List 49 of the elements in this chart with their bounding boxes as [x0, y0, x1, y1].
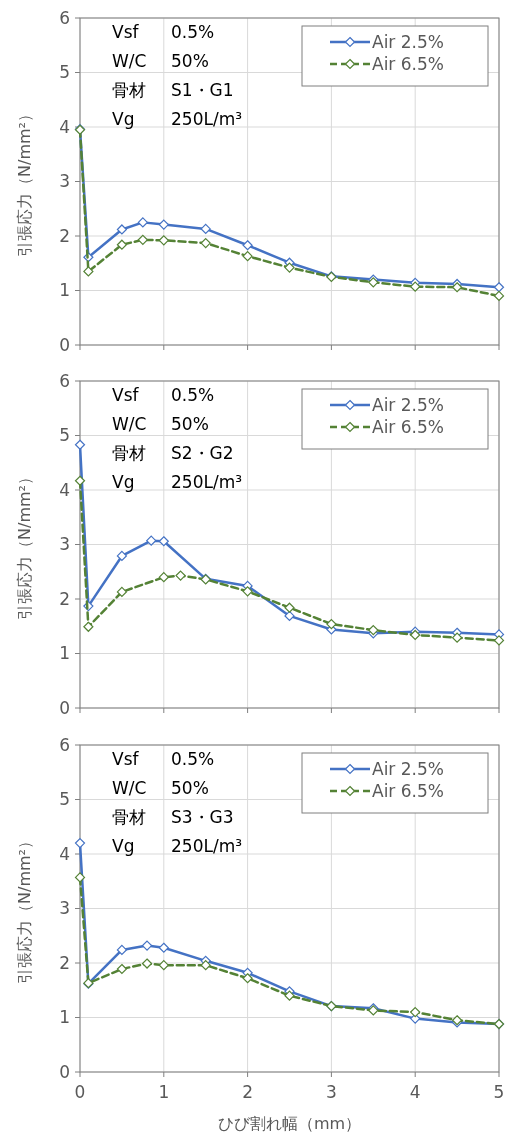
x-tick-label: 4 — [409, 1082, 421, 1102]
y-tick-label: 3 — [59, 171, 70, 192]
y-tick-label: 5 — [59, 62, 70, 83]
x-tick-label: 1 — [158, 1082, 170, 1102]
x-tick-label: 5 — [493, 1082, 505, 1102]
y-tick-label: 1 — [59, 1007, 70, 1028]
y-tick-label: 6 — [59, 734, 70, 755]
y-axis-title: 引張応力（N/mm²） — [15, 833, 34, 984]
y-tick-label: 4 — [59, 843, 70, 864]
text: Vsf 0.5% — [112, 749, 215, 769]
y-tick-label: 3 — [59, 534, 70, 555]
text: Vsf 0.5% — [112, 385, 215, 405]
legend-label: Air 6.5% — [372, 780, 444, 801]
y-tick-label: 2 — [59, 225, 70, 246]
legend-label: Air 2.5% — [372, 394, 444, 415]
x-tick-label: 2 — [242, 1082, 254, 1102]
y-tick-label: 4 — [59, 116, 70, 137]
y-tick-label: 6 — [59, 7, 70, 28]
y-tick-label: 5 — [59, 789, 70, 810]
y-axis-title: 引張応力（N/mm²） — [15, 106, 34, 257]
legend-label: Air 2.5% — [372, 758, 444, 779]
text: W/C 50% — [112, 51, 209, 71]
text: W/C 50% — [112, 778, 209, 798]
y-tick-label: 1 — [59, 643, 70, 664]
text: 骨材 S3・G3 — [112, 807, 234, 827]
text: Vg 250L/m³ — [112, 109, 243, 129]
legend-label: Air 2.5% — [372, 31, 444, 52]
x-tick-label: 0 — [74, 1082, 86, 1102]
x-axis-title: ひび割れ幅（mm） — [217, 1114, 362, 1133]
text: Vg 250L/m³ — [112, 836, 243, 856]
y-tick-label: 0 — [59, 1061, 70, 1082]
y-tick-label: 5 — [59, 425, 70, 446]
x-tick-label: 3 — [325, 1082, 337, 1102]
y-tick-label: 3 — [59, 898, 70, 919]
y-tick-label: 2 — [59, 952, 70, 973]
text: Vg 250L/m³ — [112, 472, 243, 492]
y-tick-label: 4 — [59, 479, 70, 500]
y-tick-label: 2 — [59, 588, 70, 609]
legend-label: Air 6.5% — [372, 416, 444, 437]
y-tick-label: 6 — [59, 370, 70, 391]
y-axis-title: 引張応力（N/mm²） — [15, 469, 34, 620]
text: 骨材 S1・G1 — [112, 80, 234, 100]
text: 骨材 S2・G2 — [112, 443, 234, 463]
text: Vsf 0.5% — [112, 22, 215, 42]
y-tick-label: 0 — [59, 697, 70, 718]
y-tick-label: 0 — [59, 334, 70, 355]
y-tick-label: 1 — [59, 280, 70, 301]
legend-label: Air 6.5% — [372, 53, 444, 74]
text: W/C 50% — [112, 414, 209, 434]
